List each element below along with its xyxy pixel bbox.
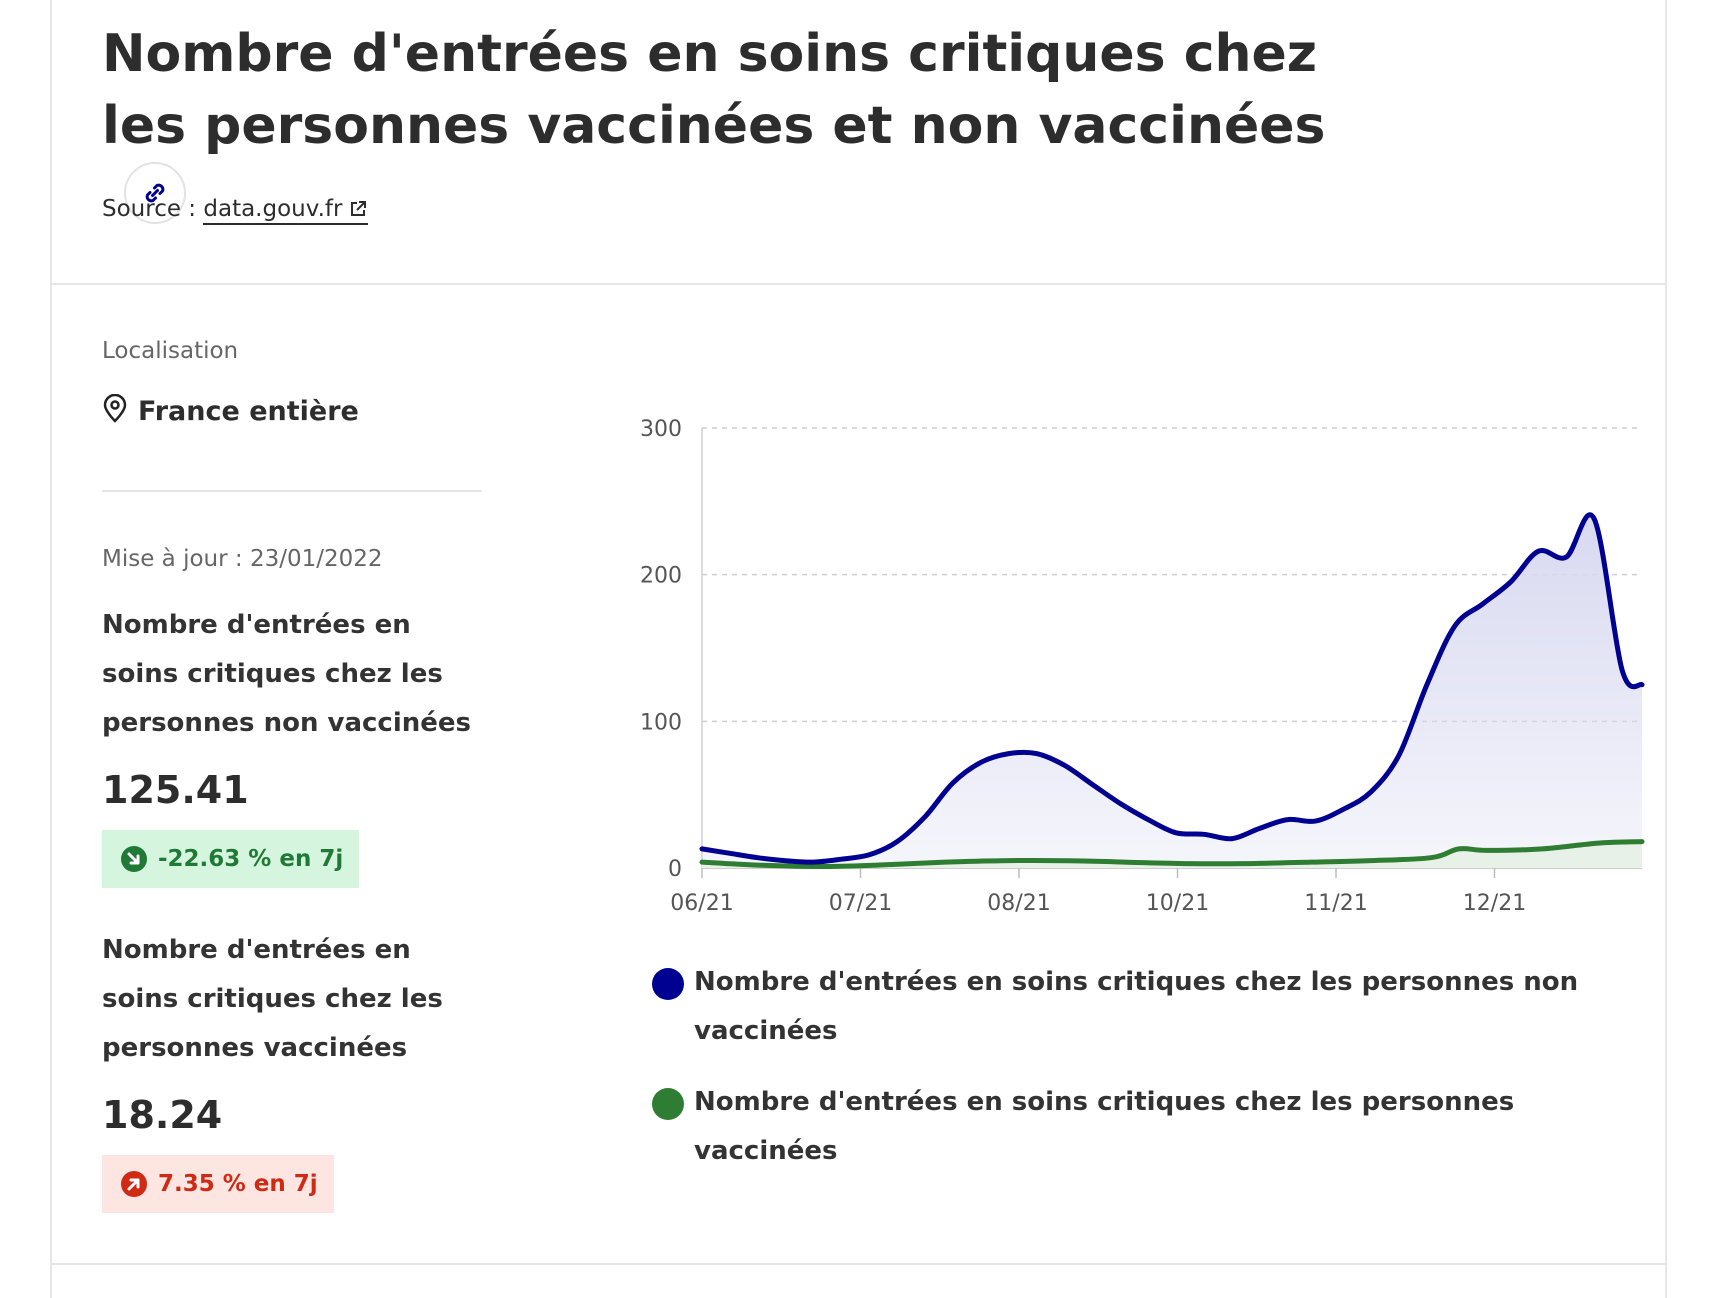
y-tick-label-0: 0 (668, 857, 682, 882)
location-selector[interactable]: France entière (102, 393, 359, 427)
page-title-text: Nombre d'entrées en soins critiques chez… (102, 24, 1326, 156)
y-tick-label-200: 200 (640, 564, 682, 589)
chart-svg: 0 100 200 300 06/21 07/21 08/21 10/21 11/21 12/21 (640, 417, 1645, 916)
source-link[interactable]: data.gouv.fr (203, 196, 369, 225)
external-link-icon (351, 201, 367, 216)
x-tick-label-1: 07/21 (829, 891, 892, 916)
footer-divider (52, 1263, 1665, 1265)
location-value: France entière (138, 396, 359, 427)
source-prefix: Source : (102, 196, 204, 222)
chart-legend: Nombre d'entrées en soins critiques chez… (652, 958, 1662, 1198)
x-tick-label-2: 08/21 (987, 891, 1050, 916)
series-line-vaccinated (699, 839, 1645, 869)
kpi-unvaccinated-badge: -22.63 % en 7j (102, 830, 360, 888)
location-label: Localisation (102, 338, 239, 364)
copy-link-button[interactable] (124, 162, 186, 224)
kpi-vaccinated-title: Nombre d'entrées en soins critiques chez… (102, 935, 443, 1063)
location-divider (102, 490, 482, 492)
series-line-unvaccinated (699, 512, 1645, 865)
update-date: Mise à jour : 23/01/2022 (102, 546, 383, 572)
series-area-unvaccinated (702, 514, 1642, 868)
source-link-text: data.gouv.fr (203, 196, 343, 222)
kpi-vaccinated-badge: 7.35 % en 7j (102, 1155, 334, 1213)
legend-label-unvaccinated: Nombre d'entrées en soins critiques chez… (694, 967, 1579, 1046)
page-title: Nombre d'entrées en soins critiques chez… (102, 18, 1402, 234)
indicator-card: Nombre d'entrées en soins critiques chez… (50, 0, 1667, 1298)
header-divider (52, 283, 1665, 285)
kpi-vaccinated-value: 18.24 (102, 1093, 223, 1137)
y-tick-label-300: 300 (640, 417, 682, 442)
kpi-unvaccinated-value: 125.41 (102, 768, 249, 812)
legend-label-vaccinated: Nombre d'entrées en soins critiques chez… (694, 1087, 1515, 1166)
link-icon (145, 183, 165, 203)
legend-dot-vaccinated (652, 1088, 684, 1120)
x-tick-label-3: 10/21 (1146, 891, 1209, 916)
x-tick-label-4: 11/21 (1304, 891, 1367, 916)
chart: 0 100 200 300 06/21 07/21 08/21 10/21 11/21 12/21 (592, 398, 1652, 928)
kpi-unvaccinated-title: Nombre d'entrées en soins critiques chez… (102, 610, 472, 738)
kpi-vaccinated-change: 7.35 % en 7j (158, 1171, 318, 1197)
legend-item-vaccinated[interactable]: Nombre d'entrées en soins critiques chez… (652, 1078, 1662, 1176)
legend-item-unvaccinated[interactable]: Nombre d'entrées en soins critiques chez… (652, 958, 1662, 1056)
x-tick-label-0: 06/21 (670, 891, 733, 916)
map-pin-icon (103, 393, 127, 423)
arrow-down-right-icon (121, 846, 147, 872)
y-tick-label-100: 100 (640, 710, 682, 735)
kpi-unvaccinated-change: -22.63 % en 7j (158, 846, 344, 872)
arrow-up-right-icon (121, 1171, 147, 1197)
x-tick-label-5: 12/21 (1463, 891, 1526, 916)
source-line: Source : data.gouv.fr (102, 196, 369, 225)
legend-dot-unvaccinated (652, 968, 684, 1000)
